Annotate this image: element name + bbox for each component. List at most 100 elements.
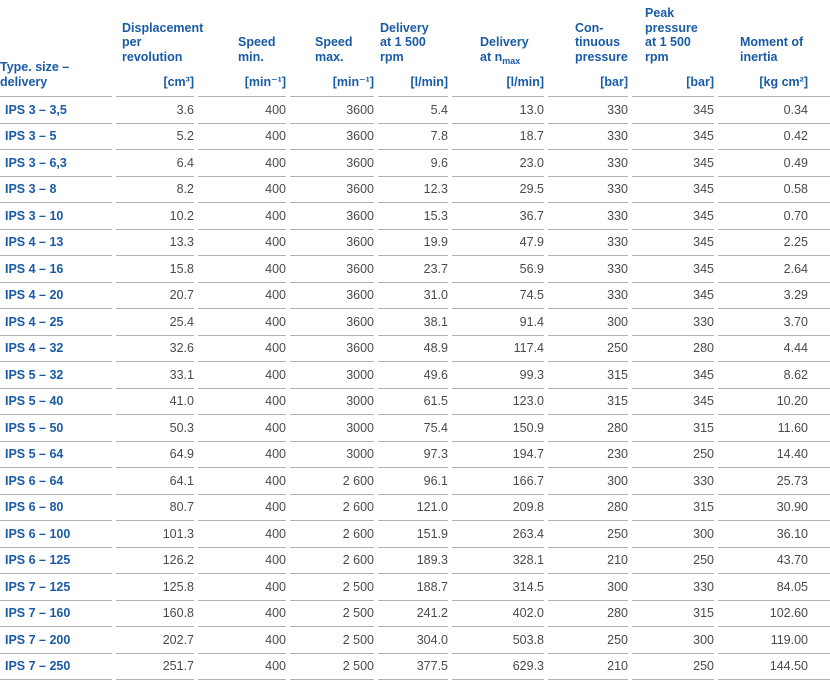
cell-value: 241.2 — [378, 601, 448, 628]
cell-value: 96.1 — [378, 468, 448, 495]
cell-value: 84.05 — [718, 574, 830, 601]
cell-value: 36.7 — [452, 203, 544, 230]
cell-value: 330 — [548, 256, 628, 283]
cell-value: 2 600 — [290, 548, 374, 575]
cell-value: 400 — [198, 336, 286, 363]
cell-value: 304.0 — [378, 627, 448, 654]
cell-value: 209.8 — [452, 495, 544, 522]
col-title: Type. size – delivery — [0, 60, 112, 89]
cell-value: 330 — [548, 97, 628, 124]
cell-value: 330 — [548, 230, 628, 257]
cell-value: 3000 — [290, 362, 374, 389]
cell-value: 402.0 — [452, 601, 544, 628]
cell-value: 99.3 — [452, 362, 544, 389]
cell-value: 117.4 — [452, 336, 544, 363]
col-header-delivery-1500rpm: Delivery at 1 500 rpm [l/min] — [378, 2, 448, 97]
cell-value: 263.4 — [452, 521, 544, 548]
cell-value: 2 500 — [290, 627, 374, 654]
cell-value: 0.49 — [718, 150, 830, 177]
cell-value: 9.6 — [378, 150, 448, 177]
cell-value: 50.3 — [116, 415, 194, 442]
cell-value: 144.50 — [718, 654, 830, 680]
cell-value: 5.4 — [378, 97, 448, 124]
cell-value: 345 — [632, 230, 714, 257]
col-title: Con- tinuous pressure — [548, 21, 628, 65]
cell-value: 97.3 — [378, 442, 448, 469]
col-unit: [kg cm²] — [718, 75, 808, 89]
cell-value: 3600 — [290, 256, 374, 283]
cell-value: 56.9 — [452, 256, 544, 283]
cell-value: 400 — [198, 521, 286, 548]
row-type-label: IPS 3 – 3,5 — [0, 97, 112, 124]
cell-value: 250 — [548, 336, 628, 363]
nmax-subscript: max — [502, 56, 520, 66]
cell-value: 377.5 — [378, 654, 448, 680]
cell-value: 210 — [548, 654, 628, 680]
cell-value: 12.3 — [378, 177, 448, 204]
cell-value: 250 — [548, 627, 628, 654]
cell-value: 2.64 — [718, 256, 830, 283]
row-type-label: IPS 5 – 32 — [0, 362, 112, 389]
row-type-label: IPS 3 – 5 — [0, 124, 112, 151]
cell-value: 400 — [198, 654, 286, 680]
cell-value: 280 — [548, 415, 628, 442]
row-type-label: IPS 7 – 250 — [0, 654, 112, 680]
cell-value: 345 — [632, 362, 714, 389]
cell-value: 400 — [198, 548, 286, 575]
col-title: Speed max. — [290, 35, 374, 64]
cell-value: 202.7 — [116, 627, 194, 654]
col-unit: [bar] — [632, 75, 714, 89]
cell-value: 8.2 — [116, 177, 194, 204]
cell-value: 23.0 — [452, 150, 544, 177]
cell-value: 47.9 — [452, 230, 544, 257]
cell-value: 250 — [632, 548, 714, 575]
cell-value: 503.8 — [452, 627, 544, 654]
row-type-label: IPS 7 – 200 — [0, 627, 112, 654]
cell-value: 315 — [548, 362, 628, 389]
cell-value: 15.3 — [378, 203, 448, 230]
cell-value: 2 500 — [290, 601, 374, 628]
cell-value: 3600 — [290, 97, 374, 124]
cell-value: 3600 — [290, 336, 374, 363]
cell-value: 315 — [632, 601, 714, 628]
col-title: Delivery at 1 500 rpm — [378, 21, 448, 65]
col-header-moment-of-inertia: Moment of inertia [kg cm²] — [718, 2, 830, 97]
cell-value: 629.3 — [452, 654, 544, 680]
cell-value: 0.34 — [718, 97, 830, 124]
cell-value: 13.0 — [452, 97, 544, 124]
cell-value: 48.9 — [378, 336, 448, 363]
cell-value: 194.7 — [452, 442, 544, 469]
cell-value: 91.4 — [452, 309, 544, 336]
row-type-label: IPS 4 – 13 — [0, 230, 112, 257]
cell-value: 345 — [632, 283, 714, 310]
cell-value: 188.7 — [378, 574, 448, 601]
col-header-peak-pressure: Peak pressure at 1 500 rpm [bar] — [632, 2, 714, 97]
row-type-label: IPS 3 – 10 — [0, 203, 112, 230]
col-title: Speed min. — [198, 35, 286, 64]
cell-value: 80.7 — [116, 495, 194, 522]
cell-value: 330 — [632, 468, 714, 495]
cell-value: 345 — [632, 97, 714, 124]
cell-value: 400 — [198, 415, 286, 442]
cell-value: 3600 — [290, 230, 374, 257]
cell-value: 330 — [548, 150, 628, 177]
cell-value: 14.40 — [718, 442, 830, 469]
cell-value: 330 — [548, 203, 628, 230]
cell-value: 101.3 — [116, 521, 194, 548]
row-type-label: IPS 6 – 64 — [0, 468, 112, 495]
cell-value: 2 500 — [290, 574, 374, 601]
row-type-label: IPS 4 – 16 — [0, 256, 112, 283]
cell-value: 18.7 — [452, 124, 544, 151]
